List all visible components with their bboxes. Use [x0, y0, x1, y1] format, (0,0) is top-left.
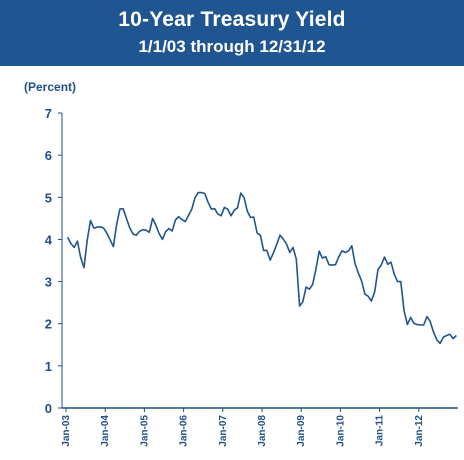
y-axis-unit-label: (Percent) [24, 80, 77, 94]
x-tick-label: Jan-11 [375, 415, 386, 447]
x-tick-label: Jan-03 [61, 415, 72, 447]
x-tick-label: Jan-04 [100, 415, 111, 447]
y-tick-label: 7 [45, 106, 52, 121]
x-tick-label: Jan-12 [414, 415, 425, 447]
x-tick-label: Jan-07 [218, 415, 229, 447]
y-tick-label: 2 [45, 317, 52, 332]
chart-subtitle: 1/1/03 through 12/31/12 [138, 37, 326, 56]
y-tick-label: 6 [45, 148, 52, 163]
x-tick-label: Jan-10 [335, 415, 346, 447]
y-tick-label: 0 [45, 401, 52, 416]
x-tick-label: Jan-08 [257, 415, 268, 447]
chart-title: 10-Year Treasury Yield [118, 8, 346, 31]
x-tick-label: Jan-06 [179, 415, 190, 447]
series-line-10y-yield [66, 191, 457, 345]
chart-header: 10-Year Treasury Yield 1/1/03 through 12… [0, 0, 464, 66]
x-tick-label: Jan-09 [296, 415, 307, 447]
y-tick-label: 5 [45, 190, 52, 205]
y-tick-label: 3 [45, 275, 52, 290]
y-tick-label: 4 [45, 232, 53, 247]
x-tick-label: Jan-05 [139, 415, 150, 447]
y-tick-label: 1 [45, 359, 52, 374]
